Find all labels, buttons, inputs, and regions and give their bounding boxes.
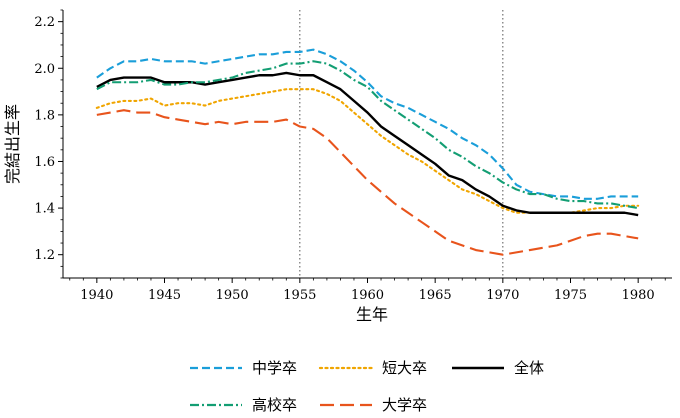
y-tick-label: 2.2 xyxy=(34,15,55,30)
legend-label-university: 大学卒 xyxy=(382,396,427,414)
x-tick-label: 1945 xyxy=(148,288,181,303)
x-tick-label: 1940 xyxy=(80,288,113,303)
x-tick-label: 1955 xyxy=(283,288,316,303)
series-lines xyxy=(95,48,640,256)
series-line-high-school xyxy=(96,60,639,210)
legend-label-junior-high: 中学卒 xyxy=(252,359,297,377)
y-axis-title: 完結出生率 xyxy=(3,104,22,184)
axis-ticks: 1940 1945 1950 1955 1960 1965 1970 1975 1980 1.2 1… xyxy=(34,9,666,303)
series-line-overall xyxy=(96,71,639,217)
y-tick-label: 1.4 xyxy=(34,202,55,217)
y-tick-label: 1.6 xyxy=(34,155,55,170)
series-line-junior-college xyxy=(95,88,640,214)
x-axis-title: 生年 xyxy=(356,305,388,324)
legend-label-high-school: 高校卒 xyxy=(252,396,297,414)
legend-label-overall: 全体 xyxy=(514,359,544,377)
y-tick-label: 1.8 xyxy=(34,108,55,123)
x-tick-label: 1980 xyxy=(622,288,655,303)
legend-label-junior-college: 短大卒 xyxy=(382,359,427,377)
x-tick-label: 1965 xyxy=(419,288,452,303)
x-tick-label: 1975 xyxy=(554,288,587,303)
y-tick-label: 1.2 xyxy=(34,248,55,263)
series-line-university xyxy=(96,109,639,256)
x-tick-label: 1960 xyxy=(351,288,384,303)
x-tick-label: 1970 xyxy=(486,288,519,303)
reference-lines xyxy=(299,10,504,278)
y-tick-label: 2.0 xyxy=(34,62,55,77)
x-tick-label: 1950 xyxy=(216,288,249,303)
